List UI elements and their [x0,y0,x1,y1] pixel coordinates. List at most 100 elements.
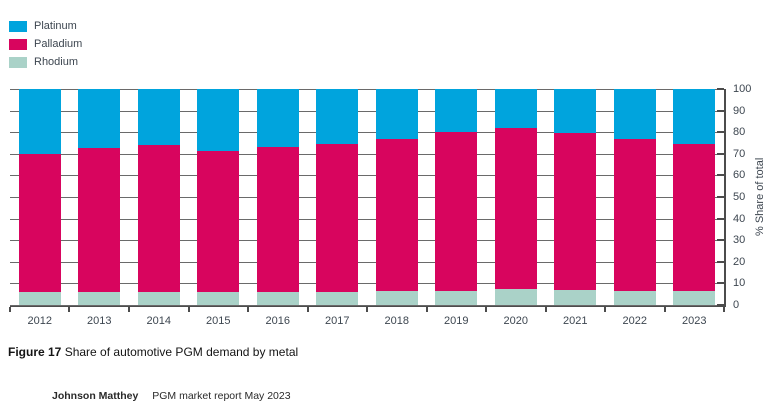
y-axis-title: % Share of total [754,157,766,237]
x-tick-6 [366,307,368,312]
gridline-10 [10,283,724,285]
legend-item-platinum: Platinum [9,17,82,35]
bar-segment-platinum-2019 [435,89,478,133]
gridline-0 [10,305,724,306]
bar-segment-platinum-2017 [316,89,359,145]
bar-2019 [435,89,478,305]
bar-segment-rhodium-2020 [494,288,537,305]
y-tick-30 [717,239,724,242]
y-tick-40 [717,217,724,220]
bar-segment-rhodium-2017 [316,292,359,305]
y-tick-label-0: 0 [733,299,740,311]
x-label-2015: 2015 [206,315,231,327]
x-tick-0 [9,307,11,312]
x-tick-5 [306,307,309,312]
y-tick-50 [717,196,724,198]
bar-segment-rhodium-2023 [672,290,715,305]
bar-2016 [256,89,299,305]
bar-segment-rhodium-2016 [256,292,299,305]
bars-container [10,89,724,305]
x-label-2022: 2022 [622,315,647,327]
y-tick-label-40: 40 [733,212,746,225]
bar-2020 [494,89,537,305]
bar-segment-palladium-2022 [613,138,656,291]
y-tick-100 [717,88,724,90]
bar-segment-palladium-2020 [494,127,537,289]
bar-segment-rhodium-2014 [137,292,180,305]
gridline-40 [10,218,724,220]
bar-2013 [78,89,121,305]
bar-segment-platinum-2016 [256,89,299,148]
y-axis-tick-labels: 0 10 20 30 40 50 60 70 80 90 100 [733,83,763,311]
legend-swatch-platinum [9,20,27,32]
bar-segment-palladium-2017 [316,144,359,293]
bar-segment-platinum-2022 [613,89,656,139]
y-tick-label-90: 90 [733,104,746,117]
x-tick-12 [723,307,725,312]
bar-segment-palladium-2021 [554,133,597,290]
bar-segment-rhodium-2012 [19,292,61,305]
source-publisher: Johnson Matthey [52,390,139,402]
y-tick-label-60: 60 [733,169,746,182]
bar-segment-platinum-2021 [554,89,597,134]
y-tick-label-70: 70 [733,147,746,160]
x-label-2021: 2021 [563,315,588,327]
y-tick-60 [717,174,724,177]
y-tick-label-80: 80 [733,126,746,139]
source-text: PGM market report May 2023 [152,390,291,402]
x-axis-tick-labels: 2012 2013 2014 2015 2016 2017 2018 2019 2020 2021… [10,315,724,327]
y-tick-label-100: 100 [733,83,752,95]
bar-segment-palladium-2014 [137,145,180,293]
bar-segment-platinum-2018 [375,89,418,139]
x-label-2014: 2014 [146,315,171,327]
bar-2018 [375,89,418,305]
legend-swatch-rhodium [9,56,27,68]
bar-segment-rhodium-2015 [197,292,240,305]
x-label-2018: 2018 [384,315,409,327]
gridline-90 [10,110,724,112]
figure-caption-number: Figure 17 [8,345,62,359]
bar-2014 [137,89,180,305]
x-tick-1 [68,307,71,312]
gridline-70 [10,153,724,155]
bar-segment-palladium-2023 [672,144,715,291]
legend-label-palladium: Palladium [34,37,83,50]
x-tick-8 [484,307,487,312]
bar-segment-platinum-2023 [672,89,715,145]
x-tick-9 [544,307,547,312]
bar-2015 [197,89,240,305]
figure-caption: Figure 17 Share of automotive PGM demand… [8,345,298,359]
plot-area [9,88,726,312]
x-label-2013: 2013 [87,315,112,327]
legend-label-rhodium: Rhodium [34,55,79,68]
y-tick-0 [717,304,724,306]
y-tick-90 [717,109,724,112]
x-tick-2 [127,307,130,312]
x-label-2016: 2016 [265,315,290,327]
y-tick-label-10: 10 [733,277,746,290]
x-label-2019: 2019 [444,315,469,327]
y-tick-20 [717,260,724,263]
bar-segment-platinum-2013 [78,89,121,149]
bar-segment-palladium-2016 [256,147,299,293]
bar-segment-palladium-2013 [78,148,121,293]
legend-label-platinum: Platinum [34,19,77,32]
chart-legend: Platinum Palladium Rhodium [9,17,82,71]
bar-segment-rhodium-2018 [375,290,418,305]
legend-swatch-palladium [9,38,27,50]
y-tick-10 [717,282,724,285]
x-tick-7 [425,307,428,312]
bar-segment-palladium-2018 [375,138,418,291]
bar-segment-platinum-2015 [197,89,240,151]
y-tick-label-30: 30 [733,234,746,247]
x-label-2012: 2012 [27,315,52,327]
gridline-80 [10,132,724,134]
bar-2021 [554,89,597,305]
gridline-50 [10,197,724,198]
figure-caption-text: Share of automotive PGM demand by metal [64,345,299,359]
x-tick-10 [604,307,606,312]
x-label-2017: 2017 [325,315,350,327]
legend-item-rhodium: Rhodium [9,53,82,71]
y-tick-70 [717,152,724,155]
